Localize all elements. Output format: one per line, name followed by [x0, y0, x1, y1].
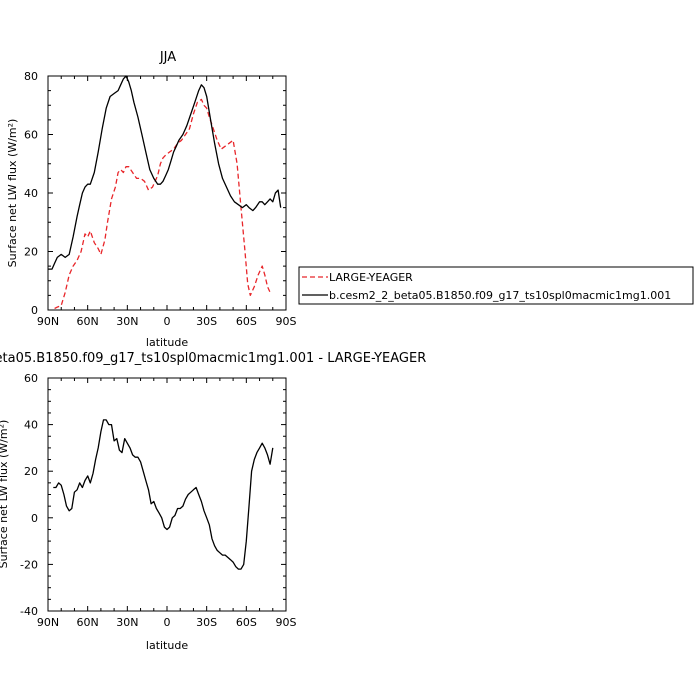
top-xtick-label: 30N — [116, 315, 138, 328]
bottom-ytick-label: 40 — [24, 419, 38, 432]
bottom-xtick-label: 60N — [77, 616, 99, 629]
top-ytick-label: 20 — [24, 246, 38, 259]
bottom-xtick-label: 0 — [164, 616, 171, 629]
top-ytick-label: 40 — [24, 187, 38, 200]
bottom-panel: b.cesm2_2_beta05.B1850.f09_g17_ts10spl0m… — [0, 351, 426, 652]
top-xlabel: latitude — [146, 336, 188, 349]
top-xtick-label: 90N — [37, 315, 59, 328]
top-series-line-1 — [48, 75, 282, 270]
top-xtick-label: 30S — [196, 315, 217, 328]
bottom-xlabel: latitude — [146, 639, 188, 652]
legend-label-cesm: b.cesm2_2_beta05.B1850.f09_g17_ts10spl0m… — [329, 289, 671, 302]
top-xtick-label: 90S — [276, 315, 297, 328]
top-ylabel: Surface net LW flux (W/m²) — [6, 119, 19, 268]
bottom-ytick-label: -20 — [20, 558, 38, 571]
top-xtick-label: 60N — [77, 315, 99, 328]
bottom-xtick-label: 30N — [116, 616, 138, 629]
top-ticks: 90N 60N 30N 0 30S 60S 90S 0 20 40 60 80 — [24, 70, 297, 328]
legend-box — [298, 266, 694, 305]
bottom-ytick-label: 0 — [31, 512, 38, 525]
legend-label-large-yeager: LARGE-YEAGER — [329, 271, 413, 284]
top-ytick-label: 0 — [31, 304, 38, 317]
bottom-xtick-label: 90N — [37, 616, 59, 629]
bottom-series-line-0 — [53, 419, 274, 570]
legend: LARGE-YEAGER b.cesm2_2_beta05.B1850.f09_… — [298, 266, 694, 305]
top-plot-frame — [47, 75, 287, 311]
bottom-ytick-label: -40 — [20, 605, 38, 618]
top-xtick-label: 60S — [236, 315, 257, 328]
top-series — [48, 75, 282, 310]
bottom-xtick-label: 60S — [236, 616, 257, 629]
top-ytick-label: 60 — [24, 129, 38, 142]
bottom-ytick-label: 60 — [24, 372, 38, 385]
top-series-line-0 — [54, 98, 271, 310]
bottom-xtick-label: 90S — [276, 616, 297, 629]
bottom-series — [53, 419, 274, 570]
top-panel: JJA 90N 60N 30N 0 30S 60S 90S 0 20 40 60 80 latitud… — [6, 50, 297, 349]
bottom-ticks: 90N 60N 30N 0 30S 60S 90S -40 -20 0 20 40 60 — [20, 372, 296, 629]
bottom-ylabel: Surface net LW flux (W/m²) — [0, 420, 10, 569]
bottom-xtick-label: 30S — [196, 616, 217, 629]
top-ytick-label: 80 — [24, 70, 38, 83]
bottom-title: b.cesm2_2_beta05.B1850.f09_g17_ts10spl0m… — [0, 351, 426, 366]
bottom-ytick-label: 20 — [24, 465, 38, 478]
top-title: JJA — [159, 50, 176, 65]
top-xtick-label: 0 — [164, 315, 171, 328]
